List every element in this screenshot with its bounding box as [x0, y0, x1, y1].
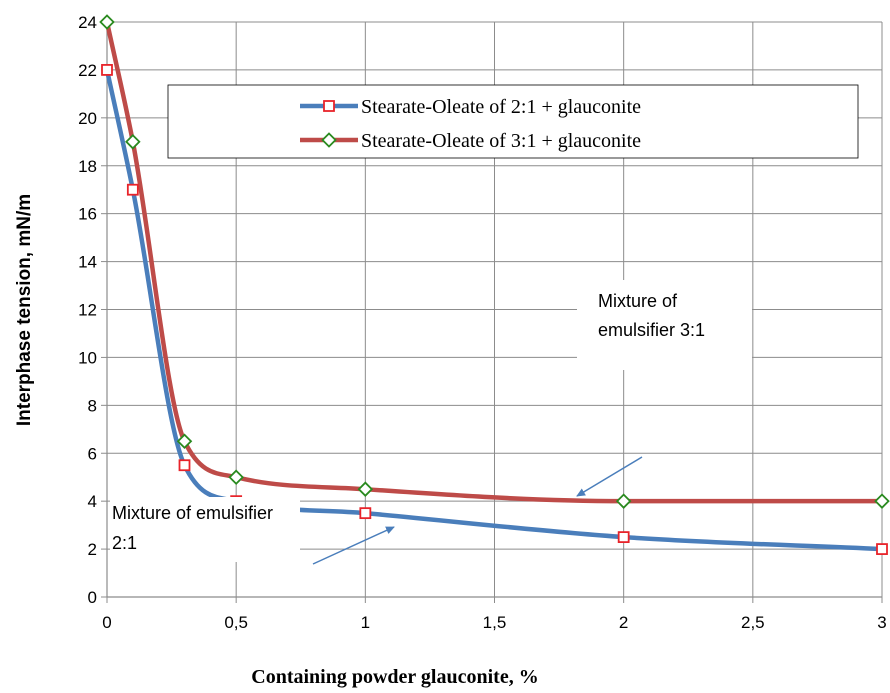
y-tick-label: 12	[78, 301, 97, 320]
y-tick-label: 24	[78, 13, 97, 32]
y-tick-label: 0	[88, 588, 97, 607]
series-line-2	[104, 19, 885, 504]
legend-label-2: Stearate-Oleate of 3:1 + glauconite	[361, 130, 641, 152]
x-tick-label: 2	[619, 613, 628, 632]
legend-box	[167, 84, 859, 159]
series-2-point	[874, 493, 890, 509]
legend-marker-2	[321, 132, 337, 148]
x-tick-label: 1,5	[483, 613, 507, 632]
annotation-3-1-box	[577, 280, 752, 370]
x-tick-labels: 0 0,5 1 1,5 2 2,5 3	[102, 613, 886, 632]
series-1-point	[359, 507, 372, 520]
series-2-point	[615, 493, 632, 509]
x-tick-label: 2,5	[741, 613, 765, 632]
y-tick-label: 20	[78, 109, 97, 128]
y-axis-label: Interphase tension, mN/m	[14, 194, 35, 426]
annotation-3-1-arrow	[576, 456, 643, 497]
grid-lines	[107, 21, 883, 597]
annotations: Mixture of emulsifier 3:1 Mixture of emuls…	[110, 280, 752, 565]
series-2-point	[228, 469, 244, 485]
annotation-2-1-line: Mixture of emulsifier	[112, 503, 273, 523]
axes	[101, 21, 883, 603]
annotation-3-1-line: Mixture of	[598, 291, 678, 311]
y-tick-label: 4	[88, 492, 97, 511]
series-1-point	[101, 64, 113, 76]
x-tick-label: 0	[102, 613, 111, 632]
legend-label-1: Stearate-Oleate of 2:1 + glauconite	[361, 96, 641, 118]
series-1-point	[617, 531, 630, 544]
y-tick-label: 14	[78, 253, 97, 272]
annotation-3-1-line: emulsifier 3:1	[598, 320, 705, 340]
y-tick-label: 6	[88, 444, 97, 463]
y-tick-label: 16	[78, 205, 97, 224]
legend: Stearate-Oleate of 2:1 + glauconite Stear…	[167, 84, 859, 159]
annotation-2-1-arrow	[312, 526, 395, 565]
series-1-point	[178, 459, 191, 472]
series-2-point	[357, 481, 374, 497]
legend-marker-1	[323, 100, 335, 112]
x-tick-label: 0,5	[224, 613, 248, 632]
x-tick-label: 1	[361, 613, 370, 632]
y-tick-label: 2	[88, 540, 97, 559]
annotation-2-1-line: 2:1	[112, 533, 137, 553]
x-axis-label: Containing powder glauconite, %	[251, 666, 538, 688]
series-2-point	[176, 433, 193, 450]
x-tick-label: 3	[877, 613, 886, 632]
y-tick-label: 18	[78, 157, 97, 176]
series-1-point	[126, 183, 139, 196]
series-markers	[99, 14, 890, 555]
series-1-point	[876, 543, 888, 555]
y-tick-label: 22	[78, 61, 97, 80]
y-tick-label: 10	[78, 348, 97, 367]
y-tick-label: 8	[88, 396, 97, 415]
series-2-point	[125, 134, 141, 150]
series-2-point	[99, 14, 115, 30]
annotation-2-1-box	[110, 497, 300, 562]
